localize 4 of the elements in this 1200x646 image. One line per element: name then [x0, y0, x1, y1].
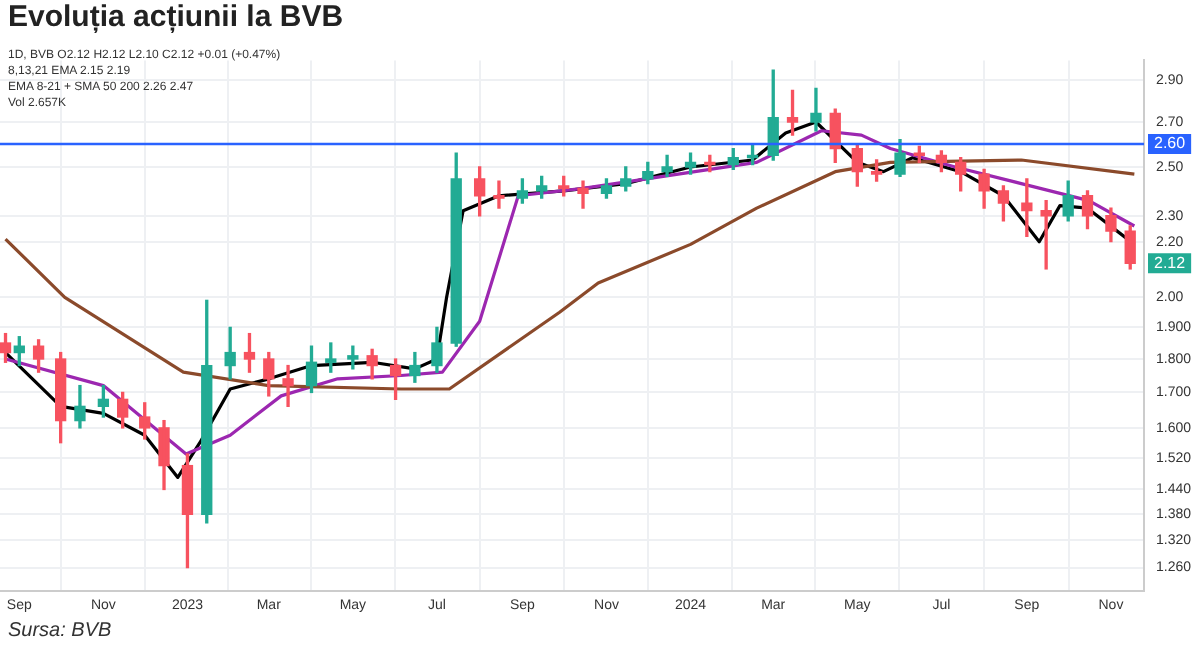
annotation: 2.12 [1154, 253, 1187, 272]
ref-line-label: 2.60 [1154, 134, 1187, 153]
text: Sursa: BVB [8, 620, 112, 642]
chart-title: Evoluția acțiunii la BVB [8, 0, 344, 34]
